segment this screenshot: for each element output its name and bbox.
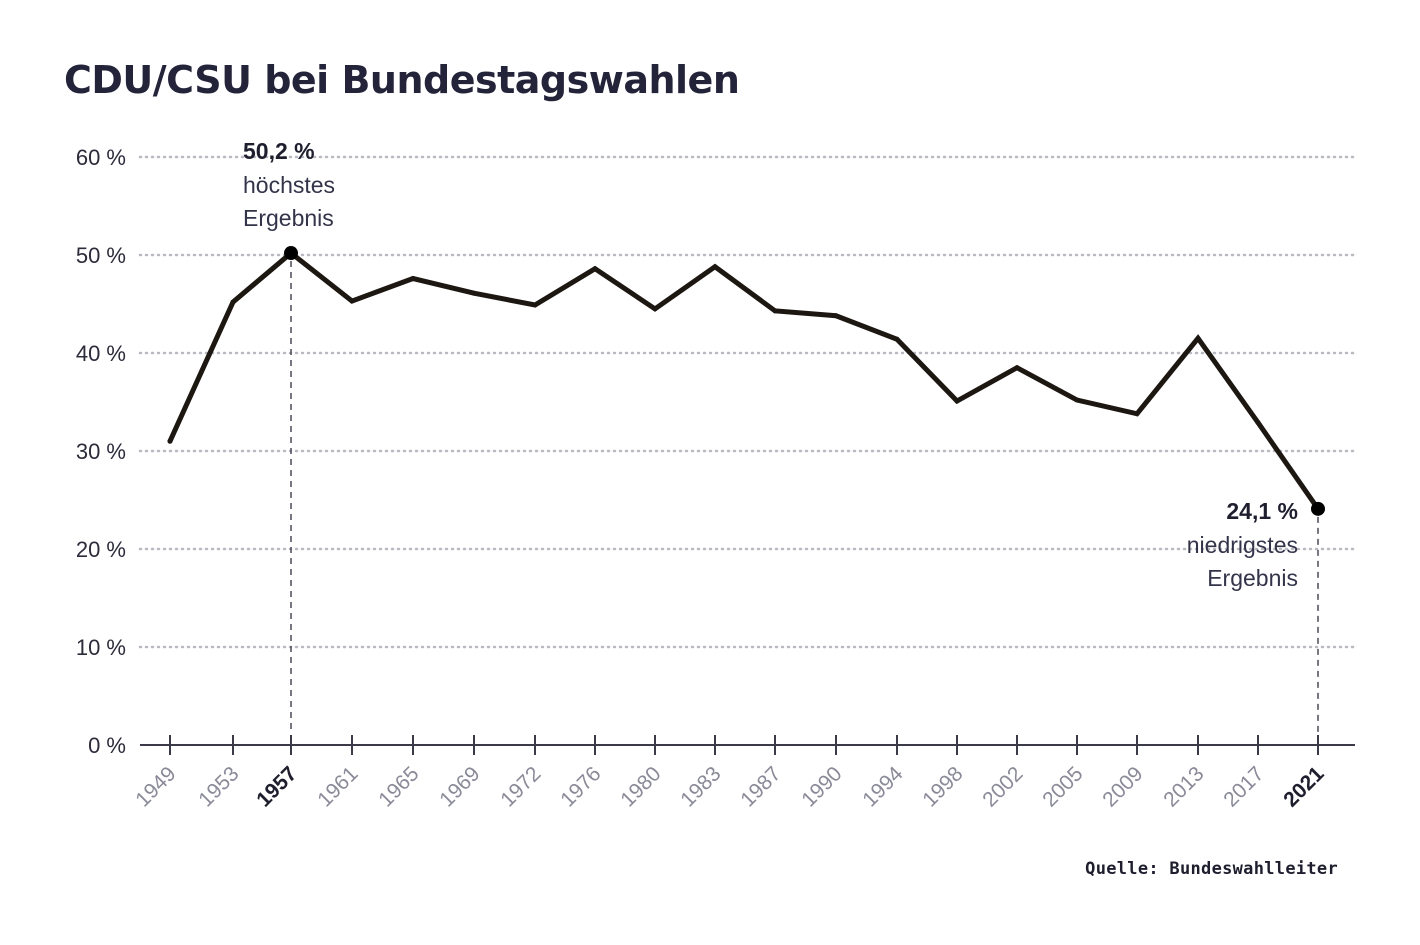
x-axis-ticks: 1949 1953 1957 1961 1965 1969 1972 1976 1980 1983…	[131, 762, 1329, 812]
annotation-text: Ergebnis	[1207, 565, 1298, 591]
annotation-value: 24,1 %	[1226, 498, 1298, 524]
x-tick-label: 1994	[858, 762, 908, 812]
series-layer	[167, 249, 1321, 512]
y-axis-ticks: 0 % 10 % 20 % 30 % 40 % 50 % 60 %	[76, 145, 126, 758]
highlight-point	[284, 246, 298, 261]
x-tick-label: 2002	[978, 762, 1027, 811]
data-point	[1014, 365, 1020, 371]
annotation-text: niedrigstes	[1187, 532, 1298, 558]
data-point	[349, 298, 355, 304]
source-note: Quelle: Bundeswahlleiter	[1085, 859, 1338, 879]
chart-title: CDU/CSU bei Bundestagswahlen	[64, 58, 740, 102]
data-point	[167, 438, 173, 444]
annotation-text: Ergebnis	[243, 205, 334, 231]
data-point	[894, 336, 900, 342]
highlight-point	[1311, 501, 1325, 516]
y-tick-label: 10 %	[76, 635, 126, 660]
x-tick-label: 1990	[797, 762, 846, 811]
x-tick-label: 2009	[1098, 762, 1147, 811]
data-point	[1074, 397, 1080, 403]
data-point	[471, 290, 477, 296]
data-point	[712, 264, 718, 270]
annotation-value: 50,2 %	[243, 138, 315, 164]
x-tick-label: 1998	[918, 762, 967, 811]
annotation-guides	[290, 261, 1319, 733]
y-tick-label: 50 %	[76, 243, 126, 268]
annotation-text: höchstes	[243, 172, 335, 198]
data-point	[230, 299, 236, 305]
data-point	[1134, 411, 1140, 417]
data-point	[592, 266, 598, 272]
annotations: 50,2 % höchstes Ergebnis 24,1 % niedrigstes E…	[243, 138, 1325, 591]
data-point	[833, 313, 839, 319]
gridlines	[138, 155, 1357, 649]
x-tick-label: 1969	[435, 762, 484, 811]
data-point	[1195, 335, 1201, 341]
data-point	[532, 302, 538, 308]
x-tick-label: 2017	[1219, 762, 1268, 811]
data-point	[772, 308, 778, 314]
data-point	[652, 306, 658, 312]
x-tick-label: 1980	[616, 762, 665, 811]
x-tick-label: 1953	[194, 762, 243, 811]
x-tick-label: 1972	[496, 762, 545, 811]
y-tick-label: 40 %	[76, 341, 126, 366]
x-tick-label: 2021	[1279, 762, 1329, 812]
x-axis	[140, 735, 1355, 755]
x-tick-label: 1957	[252, 762, 301, 811]
x-tick-label: 1965	[374, 762, 423, 811]
x-tick-label: 1961	[313, 762, 362, 811]
x-tick-label: 1987	[736, 762, 785, 811]
data-point	[410, 276, 416, 282]
x-tick-label: 2013	[1159, 762, 1208, 811]
data-point	[954, 398, 960, 404]
y-tick-label: 20 %	[76, 537, 126, 562]
y-tick-label: 60 %	[76, 145, 126, 170]
x-tick-label: 1976	[556, 762, 605, 811]
y-tick-label: 0 %	[88, 733, 126, 758]
x-tick-label: 2005	[1038, 762, 1087, 811]
series-line	[167, 249, 1321, 512]
x-tick-label: 1983	[676, 762, 725, 811]
x-tick-label: 1949	[131, 762, 180, 811]
y-tick-label: 30 %	[76, 439, 126, 464]
data-point	[1255, 420, 1261, 426]
